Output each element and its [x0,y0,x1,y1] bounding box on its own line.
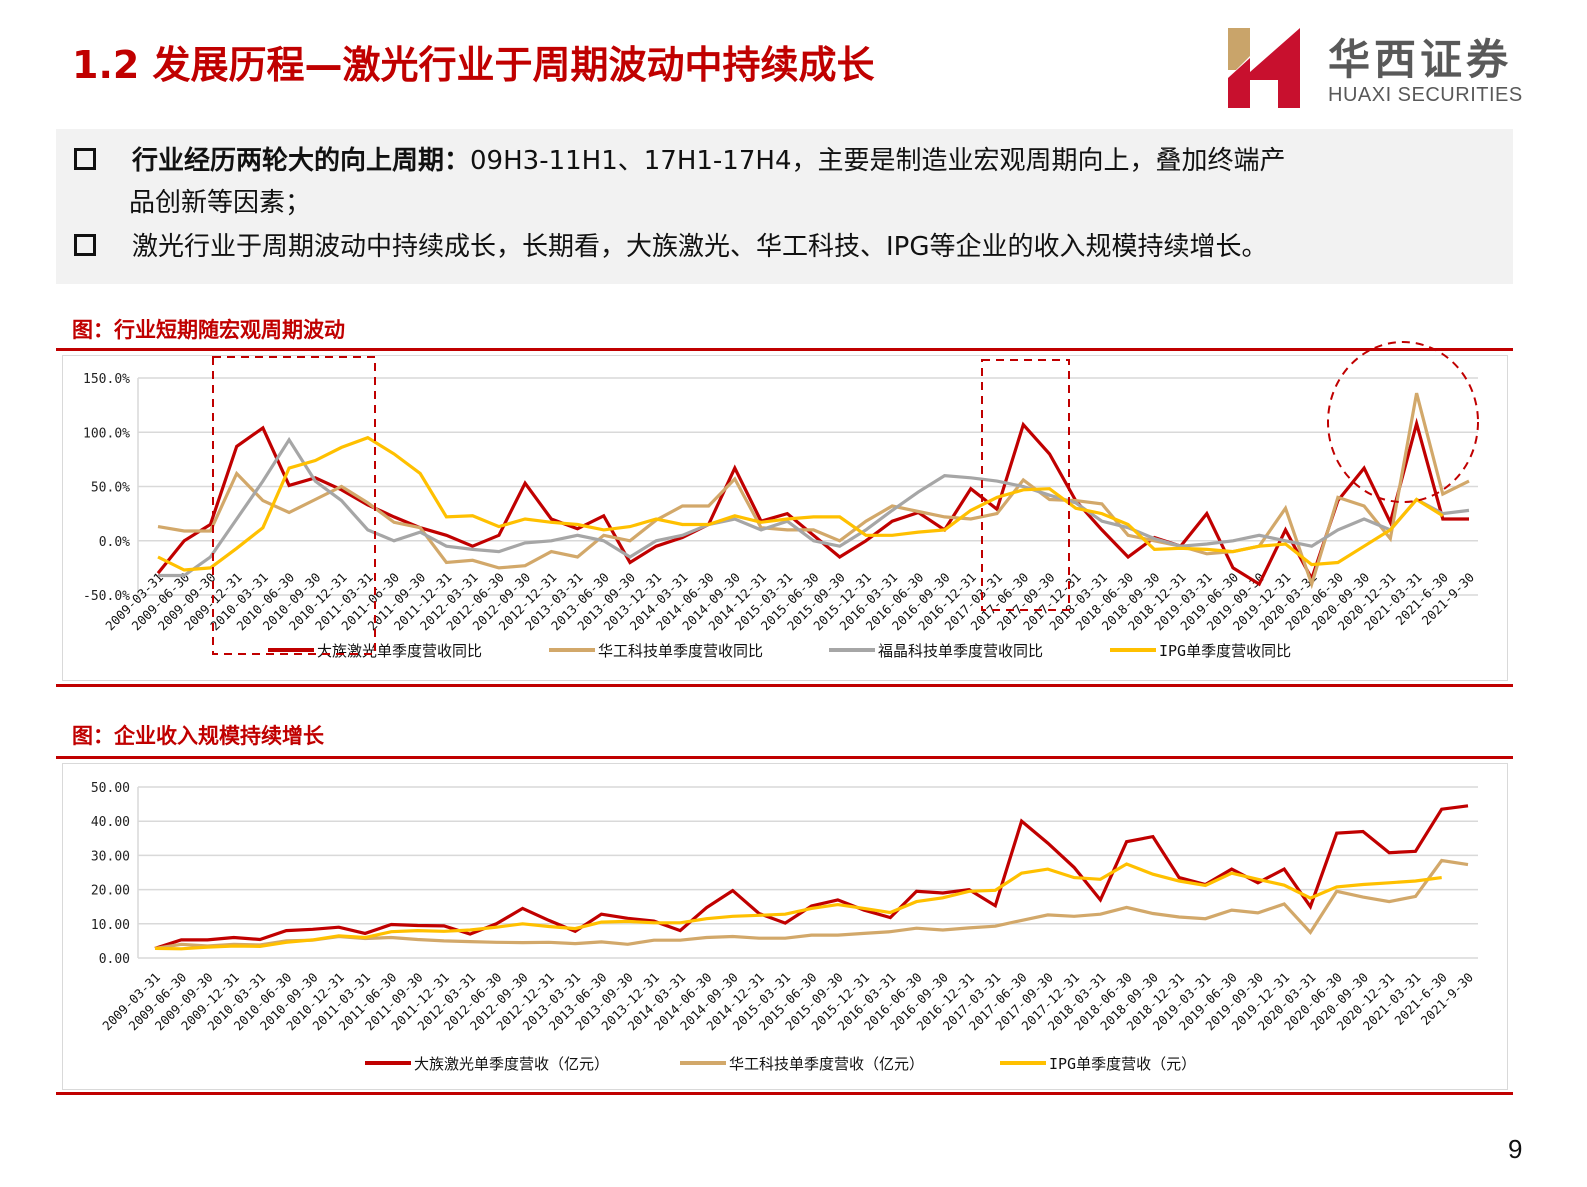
bullet-2-text: 激光行业于周期波动中持续成长，长期看，大族激光、华工科技、IPG等企业的收入规模… [132,232,1268,262]
y-tick-label: 0.00 [99,952,130,967]
figure-1-title: 图：行业短期随宏观周期波动 [72,318,345,342]
bullet-1-text: 09H3-11H1、17H1-17H4，主要是制造业宏观周期向上，叠加终端产 [470,146,1286,176]
y-tick-label: 0.0% [99,535,130,550]
y-tick-label: 10.00 [91,918,130,933]
highlight-box-2009-2011 [212,356,376,655]
bullet-item-1: 行业经历两轮大的向上周期：09H3-11H1、17H1-17H4，主要是制造业宏… [74,139,1286,183]
y-tick-label: 40.00 [91,815,130,830]
figure-1-bottom-rule [56,684,1513,687]
bullet-1-cont-text: 品创新等因素； [129,188,312,218]
highlight-box-2017 [981,359,1070,611]
company-logo: 华西证券 HUAXI SECURITIES [1228,26,1538,110]
figure-2-bottom-rule [56,1092,1513,1095]
legend-label: IPG单季度营收同比 [1159,642,1291,660]
page-title: 1.2 发展历程—激光行业于周期波动中持续成长 [72,43,875,87]
figure-2-title: 图：企业收入规模持续增长 [72,724,324,748]
legend-label: 大族激光单季度营收同比 [317,642,482,660]
figure-2-top-rule [56,756,1513,759]
bullet-item-2: 激光行业于周期波动中持续成长，长期看，大族激光、华工科技、IPG等企业的收入规模… [74,225,1268,269]
y-tick-label: 20.00 [91,884,130,899]
logo-chinese-name: 华西证券 [1328,35,1513,84]
series-line-1 [154,858,1469,950]
series-line-2 [154,862,1442,951]
series-line-0 [154,804,1469,950]
legend-label: 华工科技单季度营收同比 [598,642,763,660]
bullet-1-bold: 行业经历两轮大的向上周期： [132,146,471,176]
legend-label: 大族激光单季度营收（亿元） [414,1055,609,1073]
y-tick-label: -50.0% [83,589,130,604]
series-line-3 [157,435,1444,572]
checkbox-bullet-icon [74,147,96,170]
huaxi-logo-icon [1228,28,1300,108]
y-tick-label: 30.00 [91,849,130,864]
y-tick-label: 50.00 [91,781,130,796]
page-number: 9 [1508,1134,1523,1164]
legend-label: 华工科技单季度营收（亿元） [729,1055,924,1073]
highlight-circle-2021 [1327,341,1479,503]
y-tick-label: 100.0% [83,426,130,441]
figure-1-top-rule [56,348,1513,351]
legend-label: 福晶科技单季度营收同比 [878,642,1043,660]
chart-2-frame [62,763,1508,1090]
y-tick-label: 50.0% [91,481,130,496]
series-line-2 [158,436,1470,578]
checkbox-bullet-icon [74,233,96,256]
chart-yoy-growth: -50.0%0.0%50.0%100.0%150.0%2009-03-31200… [83,341,1479,660]
y-tick-label: 150.0% [83,372,130,387]
legend-label: IPG单季度营收（元） [1049,1055,1196,1073]
summary-panel: 行业经历两轮大的向上周期：09H3-11H1、17H1-17H4，主要是制造业宏… [56,129,1513,284]
logo-english-name: HUAXI SECURITIES [1328,84,1523,106]
